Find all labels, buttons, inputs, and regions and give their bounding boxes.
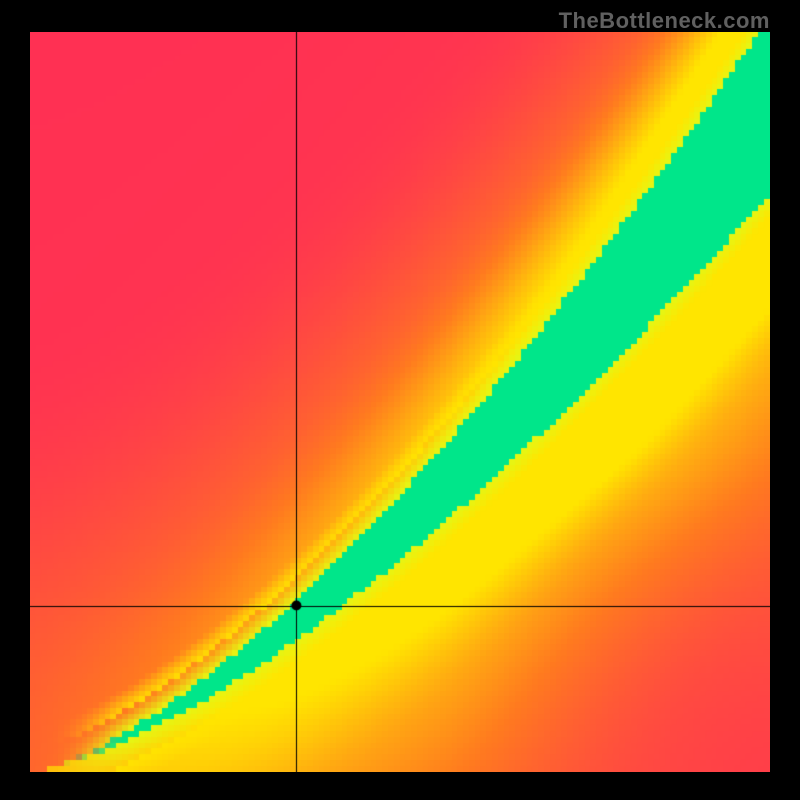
chart-container: TheBottleneck.com: [0, 0, 800, 800]
heatmap-canvas-wrap: [30, 32, 770, 772]
plot-frame: [30, 32, 770, 772]
heatmap-canvas: [30, 32, 770, 772]
watermark-text: TheBottleneck.com: [559, 8, 770, 34]
